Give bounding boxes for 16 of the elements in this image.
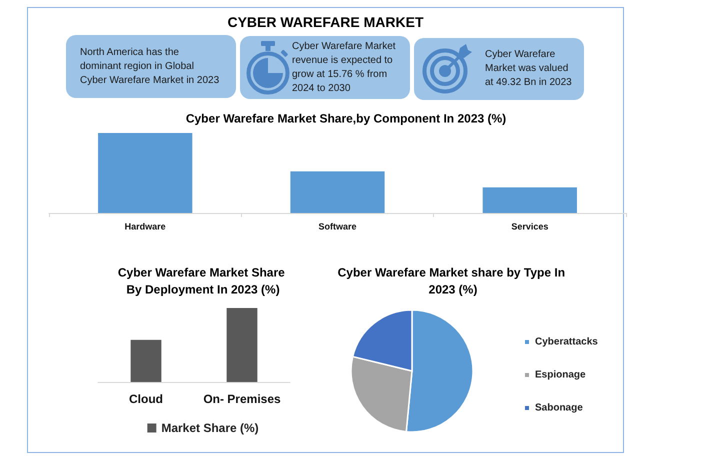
text: Cyber Warefare Market revenue is expected to grow at 15.76 % from 2024 to 2030 [292,40,397,96]
text: Cyber Warefare Market was valued at 49.32 Bn in 2023 [485,48,573,90]
legend-label: Sabonage [535,402,584,414]
x-tick-label: On- Premises [203,392,282,406]
text: North America has the dominant region in Global Cyber Warefare Market in 2023 [80,46,220,88]
x-tick-label: Cloud [129,392,163,406]
x-tick-label: Hardware [124,222,166,232]
chart-title: Cyber Warefare Market Share By Deployment In 2023 (%) [118,266,288,296]
chart-title: Cyber Warefare Market Share,by Component In 2023 (%) [186,112,506,126]
text: CYBER WAREFARE MARKET [226,14,424,30]
legend-label: Market Share (%) [161,421,259,435]
legend-label: Espionage [535,370,586,380]
chart-title: Cyber Warefare Market share by Type In 2023 (%) [338,266,568,296]
x-tick-label: Software [318,222,357,232]
x-tick-label: Services [511,222,548,232]
legend-label: Cyberattacks [535,336,598,348]
